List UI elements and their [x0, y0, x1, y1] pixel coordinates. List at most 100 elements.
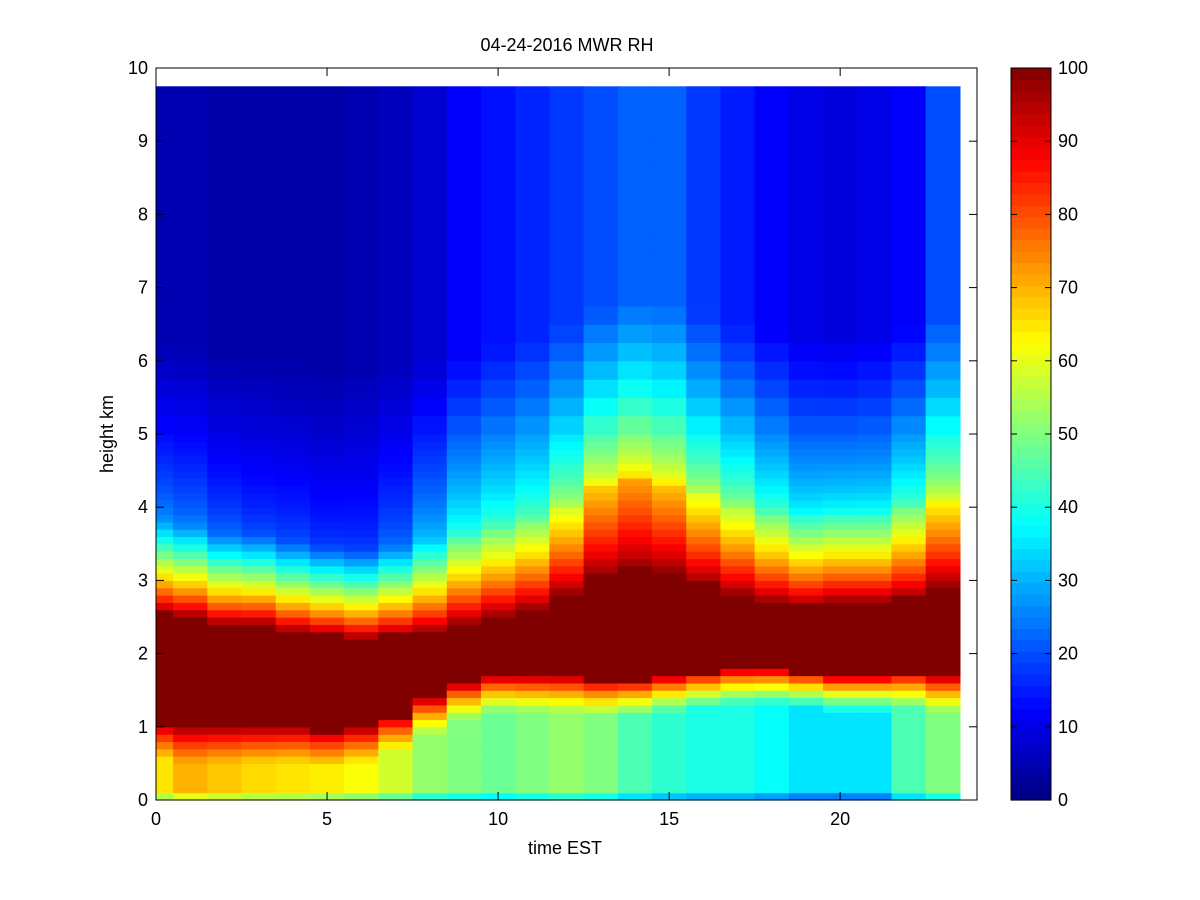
heatmap-cell: [309, 122, 345, 142]
heatmap-cell: [207, 617, 243, 625]
heatmap-cell: [925, 682, 961, 691]
heatmap-cell: [652, 573, 687, 581]
heatmap-cell: [241, 682, 277, 691]
heatmap-cell: [515, 763, 550, 772]
y-tick: 7: [138, 278, 977, 298]
heatmap-cell: [823, 232, 858, 252]
heatmap-cell: [583, 558, 619, 567]
heatmap-cell: [925, 463, 961, 472]
x-tick: 20: [830, 68, 850, 829]
heatmap-cell: [857, 499, 893, 508]
heatmap-cell: [617, 704, 653, 713]
heatmap-cell: [446, 580, 482, 589]
heatmap-cell: [652, 342, 687, 362]
heatmap-cell: [823, 507, 858, 516]
heatmap-cell: [378, 536, 414, 545]
heatmap-cell: [617, 287, 653, 307]
heatmap-cell: [891, 668, 927, 677]
heatmap-cell: [378, 477, 414, 486]
heatmap-cell: [823, 580, 858, 589]
heatmap-cell: [891, 507, 927, 516]
heatmap-cell: [241, 726, 277, 735]
heatmap-cell: [275, 287, 311, 307]
heatmap-cell: [583, 485, 619, 494]
heatmap-cell: [549, 499, 585, 508]
heatmap-cell: [549, 587, 585, 596]
heatmap-cell: [412, 580, 448, 589]
heatmap-cell: [480, 704, 516, 713]
heatmap-cell: [207, 602, 243, 611]
heatmap-cell: [309, 463, 345, 472]
heatmap-cell: [617, 609, 653, 618]
heatmap-cell: [241, 470, 277, 479]
heatmap-cell: [412, 104, 448, 124]
heatmap-cell: [891, 529, 927, 538]
heatmap-cell: [515, 521, 550, 530]
heatmap-cell: [309, 558, 345, 567]
heatmap-cell: [583, 792, 619, 801]
heatmap-cell: [823, 624, 858, 633]
heatmap-cell: [446, 704, 482, 713]
heatmap-cell: [686, 792, 722, 801]
heatmap-cell: [891, 682, 927, 691]
heatmap-cell: [173, 726, 208, 735]
heatmap-cell: [156, 305, 174, 325]
heatmap-cell: [583, 741, 619, 750]
heatmap-cell: [925, 726, 961, 735]
heatmap-cell: [720, 646, 756, 655]
heatmap-cell: [754, 485, 790, 494]
heatmap-cell: [686, 499, 722, 508]
heatmap-cell: [412, 499, 448, 508]
heatmap-cell: [891, 470, 927, 479]
heatmap-cell: [857, 379, 893, 398]
heatmap-cell: [173, 573, 208, 581]
heatmap-cell: [309, 756, 345, 764]
heatmap-cell: [446, 251, 482, 270]
heatmap-cell: [652, 415, 687, 435]
heatmap-cell: [788, 660, 824, 669]
colorbar-step: [1011, 697, 1051, 710]
heatmap-cell: [617, 565, 653, 574]
heatmap-cell: [857, 697, 893, 706]
heatmap-cell: [823, 492, 858, 501]
heatmap-cell: [378, 624, 414, 633]
heatmap-cell: [617, 617, 653, 625]
heatmap-cell: [857, 521, 893, 530]
heatmap-cell: [857, 397, 893, 417]
heatmap-cell: [515, 675, 550, 684]
heatmap-cell: [925, 763, 961, 772]
heatmap-cell: [446, 122, 482, 142]
heatmap-cell: [207, 778, 243, 786]
colorbar-step: [1011, 502, 1051, 515]
heatmap-cell: [446, 719, 482, 728]
heatmap-cell: [207, 379, 243, 398]
heatmap-cell: [823, 712, 858, 721]
heatmap-cell: [652, 122, 687, 142]
heatmap-cell: [754, 536, 790, 545]
colorbar-step: [1011, 388, 1051, 401]
heatmap-cell: [823, 697, 858, 706]
heatmap-cell: [309, 177, 345, 197]
heatmap-cell: [754, 104, 790, 124]
heatmap-cell: [925, 653, 961, 662]
heatmap-cell: [788, 638, 824, 647]
heatmap-cell: [549, 646, 585, 655]
heatmap-cell: [891, 726, 927, 735]
heatmap-cell: [207, 595, 243, 603]
heatmap-cell: [617, 477, 653, 486]
heatmap-cell: [686, 536, 722, 545]
heatmap-cell: [754, 463, 790, 472]
heatmap-cell: [617, 514, 653, 523]
heatmap-cell: [207, 741, 243, 750]
colorbar-tick-label: 90: [1058, 131, 1078, 151]
heatmap-cell: [156, 86, 174, 106]
heatmap-cell: [241, 697, 277, 706]
heatmap-cell: [207, 324, 243, 344]
heatmap-cell: [583, 499, 619, 508]
heatmap-cell: [378, 785, 414, 794]
heatmap-cell: [720, 441, 756, 450]
heatmap-cell: [891, 269, 927, 289]
heatmap-cell: [344, 675, 379, 684]
heatmap-cell: [173, 690, 208, 699]
heatmap-cell: [788, 551, 824, 560]
